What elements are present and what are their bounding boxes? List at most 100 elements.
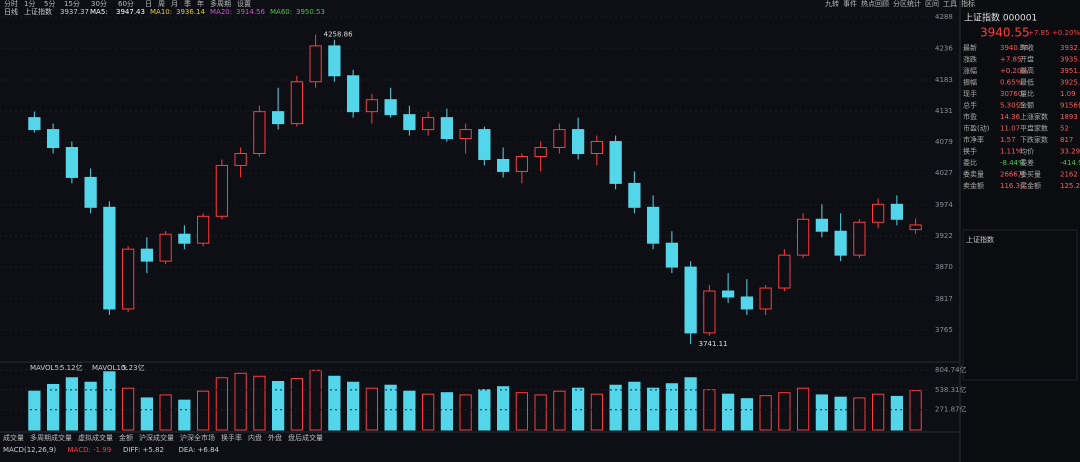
- quote-label: 换手: [963, 147, 977, 156]
- candle-body: [890, 203, 903, 220]
- volume-bar: [328, 375, 341, 431]
- volume-bar: [422, 393, 435, 431]
- toolbar-tool[interactable]: 事件: [843, 0, 857, 8]
- candle-body: [403, 114, 416, 131]
- quote-value: 30760: [1000, 90, 1022, 98]
- toolbar-tab[interactable]: 设置: [237, 0, 251, 8]
- toolbar-tab[interactable]: 5分: [44, 0, 55, 8]
- quote-label: 金额: [1020, 101, 1034, 110]
- quote-value: 9156亿: [1060, 101, 1080, 110]
- volume-bar: [309, 369, 322, 431]
- volume-bar: [197, 390, 210, 431]
- ma-name: MA5:: [90, 8, 108, 16]
- volume-bar: [609, 384, 622, 431]
- volume-bar: [140, 397, 153, 431]
- candle-body: [647, 206, 660, 244]
- ma-name: MA20:: [210, 8, 232, 16]
- candle-body: [84, 176, 97, 208]
- sub-tab[interactable]: 多周期成交量: [30, 433, 72, 442]
- volume-bar: [253, 375, 266, 431]
- ma-value: 3936.14: [176, 8, 205, 16]
- volume-bar: [740, 398, 753, 431]
- quote-panel: [960, 0, 1080, 462]
- sub-tab[interactable]: 换手率: [221, 433, 242, 442]
- candle-body: [122, 248, 135, 310]
- toolbar-tool[interactable]: 区间: [925, 0, 939, 8]
- macd-text: DEA: +6.84: [179, 446, 220, 454]
- mini-chart-frame: [962, 229, 1078, 381]
- sub-tab[interactable]: 成交量: [3, 433, 24, 442]
- y-tick-label: 4079: [935, 138, 953, 146]
- sub-tab[interactable]: 沪深全市场: [180, 433, 215, 442]
- volume-bar: [853, 397, 866, 431]
- sub-tab[interactable]: 外盘: [268, 433, 282, 442]
- quote-label: 总手: [963, 101, 977, 110]
- toolbar-tab[interactable]: 多周期: [210, 0, 231, 8]
- volume-bar: [234, 372, 247, 431]
- macd-text: MACD: -1.99: [68, 446, 112, 454]
- volume-bar: [65, 377, 78, 431]
- ma-value: 3950.53: [296, 8, 325, 16]
- candle-body: [253, 111, 266, 155]
- quote-value: 3935.55: [1060, 56, 1080, 64]
- last: 3937.37: [60, 8, 89, 16]
- quote-title: 上证指数 000001: [964, 12, 1037, 24]
- sub-tab[interactable]: 盘后成交量: [288, 433, 323, 442]
- low-label: 3741.11: [699, 340, 728, 348]
- toolbar-tool[interactable]: 热点回顾: [861, 0, 889, 8]
- quote-label: 现手: [963, 89, 977, 98]
- candle-body: [422, 117, 435, 131]
- quote-change: +7.85: [1028, 29, 1049, 37]
- quote-value: 3951.32: [1060, 67, 1080, 75]
- candle-body: [665, 242, 678, 268]
- quote-label: 均价: [1020, 147, 1034, 156]
- candle-body: [572, 129, 585, 155]
- toolbar-tab[interactable]: 月: [171, 0, 178, 8]
- volume-tick-label: 538.31亿: [935, 385, 967, 394]
- toolbar-tab[interactable]: 分时: [4, 0, 18, 8]
- sub-tab[interactable]: 内盘: [248, 433, 262, 442]
- toolbar-tab[interactable]: 周: [158, 0, 165, 8]
- ma-value: 3947.43: [116, 8, 145, 16]
- sub-tab[interactable]: 虚拟成交量: [78, 433, 113, 442]
- volume-legend-name: MAVOL10:: [92, 364, 128, 372]
- volume-bar: [215, 377, 228, 431]
- toolbar-tab[interactable]: 30分: [91, 0, 107, 8]
- volume-bar: [290, 378, 303, 431]
- toolbar-tab[interactable]: 60分: [118, 0, 134, 8]
- candle-body: [834, 230, 847, 256]
- y-tick-label: 3765: [935, 326, 953, 334]
- toolbar-tool[interactable]: 分区统计: [893, 0, 921, 8]
- volume-bar: [590, 393, 603, 431]
- sub-tab[interactable]: 沪深成交量: [139, 433, 174, 442]
- candle-body: [797, 218, 810, 256]
- candle-body: [853, 221, 866, 256]
- toolbar-tab[interactable]: 15分: [64, 0, 80, 8]
- candle-body: [65, 147, 78, 178]
- toolbar-tab[interactable]: 年: [197, 0, 204, 8]
- quote-value: -8.44%: [1000, 159, 1025, 167]
- mini-title: 上证指数: [966, 235, 994, 244]
- quote-label: 买金额: [1020, 181, 1041, 190]
- toolbar-tab[interactable]: 季: [184, 0, 191, 8]
- toolbar-tab[interactable]: 日: [145, 0, 152, 8]
- sub-tab[interactable]: 金额: [119, 433, 133, 442]
- toolbar-tab[interactable]: 1分: [24, 0, 35, 8]
- quote-value: 3940.55: [1000, 44, 1029, 52]
- volume-legend-value: 5.12亿: [60, 363, 83, 372]
- candle-body: [497, 158, 510, 172]
- toolbar-tool[interactable]: 九转: [825, 0, 839, 8]
- candle-body: [440, 117, 453, 140]
- toolbar-tool[interactable]: 指标: [961, 0, 975, 8]
- toolbar-tool[interactable]: 工具: [943, 0, 957, 8]
- macd-text: MACD(12,26,9): [3, 446, 56, 454]
- quote-value: 125.2亿: [1060, 181, 1080, 190]
- candle-body: [722, 290, 735, 298]
- volume-bar: [890, 395, 903, 431]
- volume-bar: [534, 394, 547, 431]
- candle-body: [478, 129, 491, 160]
- quote-value: -414.97: [1060, 159, 1080, 167]
- candle-body: [909, 224, 922, 231]
- candle-body: [553, 129, 566, 149]
- quote-value: +0.20%: [1000, 67, 1028, 75]
